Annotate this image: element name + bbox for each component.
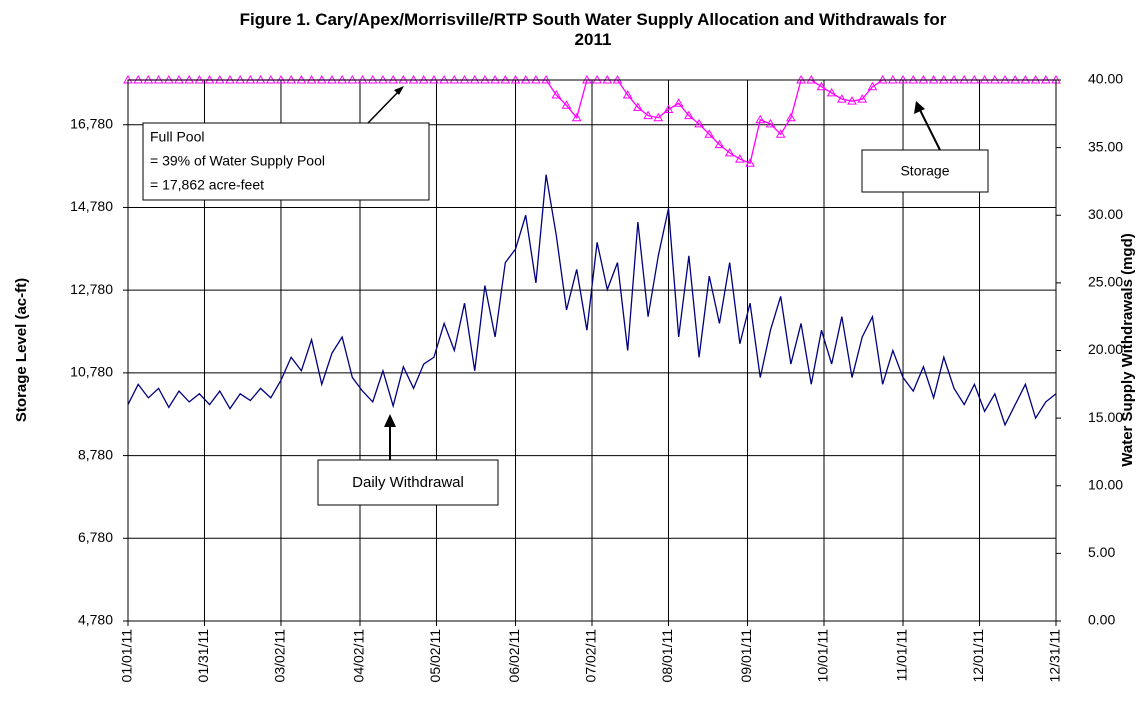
marker bbox=[673, 98, 684, 107]
y-tick-label: 8,780 bbox=[78, 446, 113, 462]
y-tick-label: 16,780 bbox=[70, 115, 113, 131]
arrow bbox=[367, 89, 401, 124]
x-tick-label: 12/31/11 bbox=[1047, 629, 1063, 683]
x-tick-label: 01/31/11 bbox=[195, 629, 211, 683]
x-tick-label: 07/02/11 bbox=[583, 629, 599, 683]
marker bbox=[745, 158, 755, 167]
y2-tick-label: 15.00 bbox=[1088, 409, 1123, 425]
marker bbox=[775, 129, 786, 138]
marker bbox=[643, 110, 653, 120]
note-box bbox=[142, 122, 430, 201]
marker bbox=[785, 112, 796, 122]
marker bbox=[653, 112, 664, 122]
x-tick-label: 05/02/11 bbox=[427, 629, 443, 683]
note-box bbox=[861, 149, 989, 193]
marker bbox=[704, 129, 715, 138]
y2-axis-title: Water Supply Withdrawals (mgd) bbox=[1119, 233, 1136, 467]
note-text: Full Pool bbox=[150, 129, 204, 145]
y-tick-label: 10,780 bbox=[70, 364, 113, 380]
y2-tick-label: 35.00 bbox=[1088, 138, 1123, 154]
y2-tick-label: 25.00 bbox=[1088, 274, 1123, 290]
x-tick-label: 04/02/11 bbox=[351, 629, 367, 683]
marker bbox=[836, 94, 847, 103]
marker bbox=[663, 104, 674, 113]
x-tick-label: 06/02/11 bbox=[506, 629, 522, 683]
arrow-head bbox=[384, 414, 396, 427]
note-text: = 39% of Water Supply Pool bbox=[150, 153, 325, 169]
note-box bbox=[317, 459, 499, 506]
x-tick-label: 11/01/11 bbox=[894, 629, 910, 682]
marker bbox=[551, 89, 562, 99]
marker bbox=[571, 112, 582, 122]
y-axis-title: Storage Level (ac-ft) bbox=[13, 278, 30, 422]
marker bbox=[826, 87, 837, 97]
x-tick-label: 08/01/11 bbox=[659, 629, 675, 683]
y2-tick-label: 5.00 bbox=[1088, 544, 1115, 560]
marker bbox=[867, 81, 878, 91]
y-tick-label: 14,780 bbox=[70, 198, 113, 214]
chart-title: Figure 1. Cary/Apex/Morrisville/RTP Sout… bbox=[239, 10, 947, 49]
note-text: Storage bbox=[900, 163, 949, 179]
y2-tick-label: 0.00 bbox=[1088, 612, 1115, 628]
marker bbox=[816, 81, 827, 91]
arrow-head bbox=[914, 101, 925, 114]
marker bbox=[755, 114, 766, 124]
y2-tick-label: 30.00 bbox=[1088, 206, 1123, 222]
x-tick-label: 03/02/11 bbox=[272, 629, 288, 683]
marker bbox=[735, 154, 745, 163]
note-text: Daily Withdrawal bbox=[352, 474, 464, 491]
note-text: = 17,862 acre-feet bbox=[150, 177, 264, 193]
y2-tick-label: 20.00 bbox=[1088, 341, 1123, 357]
marker bbox=[684, 110, 694, 120]
marker bbox=[724, 147, 735, 157]
marker bbox=[633, 102, 643, 111]
marker bbox=[622, 89, 633, 99]
x-tick-label: 12/01/11 bbox=[970, 629, 986, 683]
arrow bbox=[919, 109, 941, 151]
y2-tick-label: 40.00 bbox=[1088, 71, 1123, 87]
arrow-head bbox=[394, 86, 404, 95]
x-tick-label: 01/01/11 bbox=[119, 629, 135, 683]
x-tick-label: 09/01/11 bbox=[738, 629, 754, 683]
marker bbox=[694, 118, 704, 128]
series-line bbox=[127, 174, 1057, 427]
x-tick-label: 10/01/11 bbox=[815, 629, 831, 683]
marker bbox=[714, 139, 725, 149]
marker bbox=[847, 96, 857, 105]
y-tick-label: 12,780 bbox=[70, 281, 113, 297]
y2-tick-label: 10.00 bbox=[1088, 476, 1123, 492]
y-tick-label: 4,780 bbox=[78, 612, 113, 628]
marker bbox=[857, 94, 868, 103]
y-tick-label: 6,780 bbox=[78, 529, 113, 545]
marker bbox=[561, 100, 572, 109]
marker bbox=[765, 118, 776, 128]
